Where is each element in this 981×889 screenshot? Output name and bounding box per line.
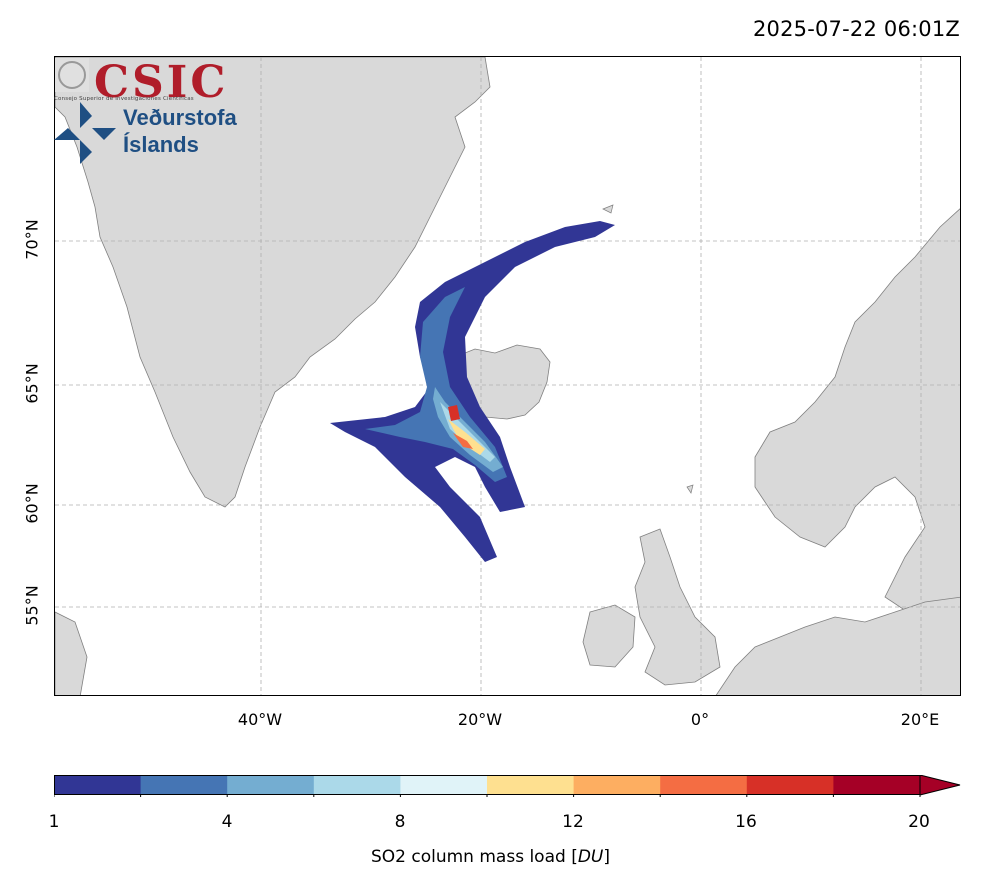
vedurstofa-line1: Veðurstofa <box>123 105 237 130</box>
map-canvas <box>55 57 960 695</box>
colorbar-segment <box>227 775 315 795</box>
colorbar-unit: DU <box>577 847 604 867</box>
colorbar-outline <box>54 775 920 795</box>
great-britain-landmass <box>634 528 721 686</box>
lon-label-0: 0° <box>690 710 710 729</box>
colorbar-segment <box>140 775 228 795</box>
graticule <box>55 57 960 695</box>
csic-logo: CSIC <box>94 57 228 108</box>
colorbar-title: SO2 column mass load [DU] <box>370 847 611 867</box>
colorbar-extend-arrow <box>919 775 961 796</box>
lat-label-55n: 55°N <box>22 585 42 626</box>
lon-label-20w: 20°W <box>457 710 503 729</box>
colorbar-segment <box>660 775 748 795</box>
colorbar-segment <box>54 775 142 795</box>
labrador-landmass <box>55 611 88 695</box>
greenland-landmass <box>55 57 491 508</box>
lat-label-60n: 60°N <box>22 483 42 524</box>
vedurstofa-logo: Veðurstofa Íslands <box>123 104 237 158</box>
so2-level-7 <box>448 405 460 421</box>
colorbar-tick-20: 20 <box>908 812 930 832</box>
lat-label-65n: 65°N <box>22 363 42 404</box>
lon-label-40w: 40°W <box>237 710 283 729</box>
colorbar-segment <box>400 775 488 795</box>
vedurstofa-line2: Íslands <box>123 132 199 157</box>
scandinavia-landmass <box>754 208 960 618</box>
continental-europe-landmass <box>715 596 960 695</box>
colorbar-segment <box>746 775 834 795</box>
lon-label-20e: 20°E <box>900 710 940 729</box>
colorbar-segment <box>487 775 575 795</box>
colorbar-tick-4: 4 <box>221 812 233 832</box>
so2-level-5 <box>448 419 485 455</box>
colorbar-segment <box>833 775 921 795</box>
colorbar-tick-12: 12 <box>562 812 584 832</box>
timestamp: 2025-07-22 06:01Z <box>752 17 960 41</box>
so2-level-6 <box>453 433 473 449</box>
csic-seal-icon <box>55 58 89 92</box>
csic-logo-subtitle: Consejo Superior de Investigaciones Cien… <box>54 96 194 102</box>
so2-plume <box>330 221 615 562</box>
map-frame[interactable] <box>54 56 961 696</box>
colorbar-segment <box>313 775 401 795</box>
colorbar-tick-1: 1 <box>48 812 60 832</box>
colorbar <box>54 775 961 797</box>
csic-logo-text: CSIC <box>94 57 229 108</box>
colorbar-segment <box>573 775 661 795</box>
so2-level-1 <box>330 221 615 562</box>
lat-label-70n: 70°N <box>22 219 42 260</box>
vedurstofa-logo-icon <box>54 102 116 164</box>
colorbar-tick-16: 16 <box>735 812 757 832</box>
ireland-landmass <box>582 604 636 668</box>
faroe-islands <box>686 484 694 494</box>
colorbar-tick-8: 8 <box>394 812 406 832</box>
jan-mayen-islet <box>602 204 614 214</box>
